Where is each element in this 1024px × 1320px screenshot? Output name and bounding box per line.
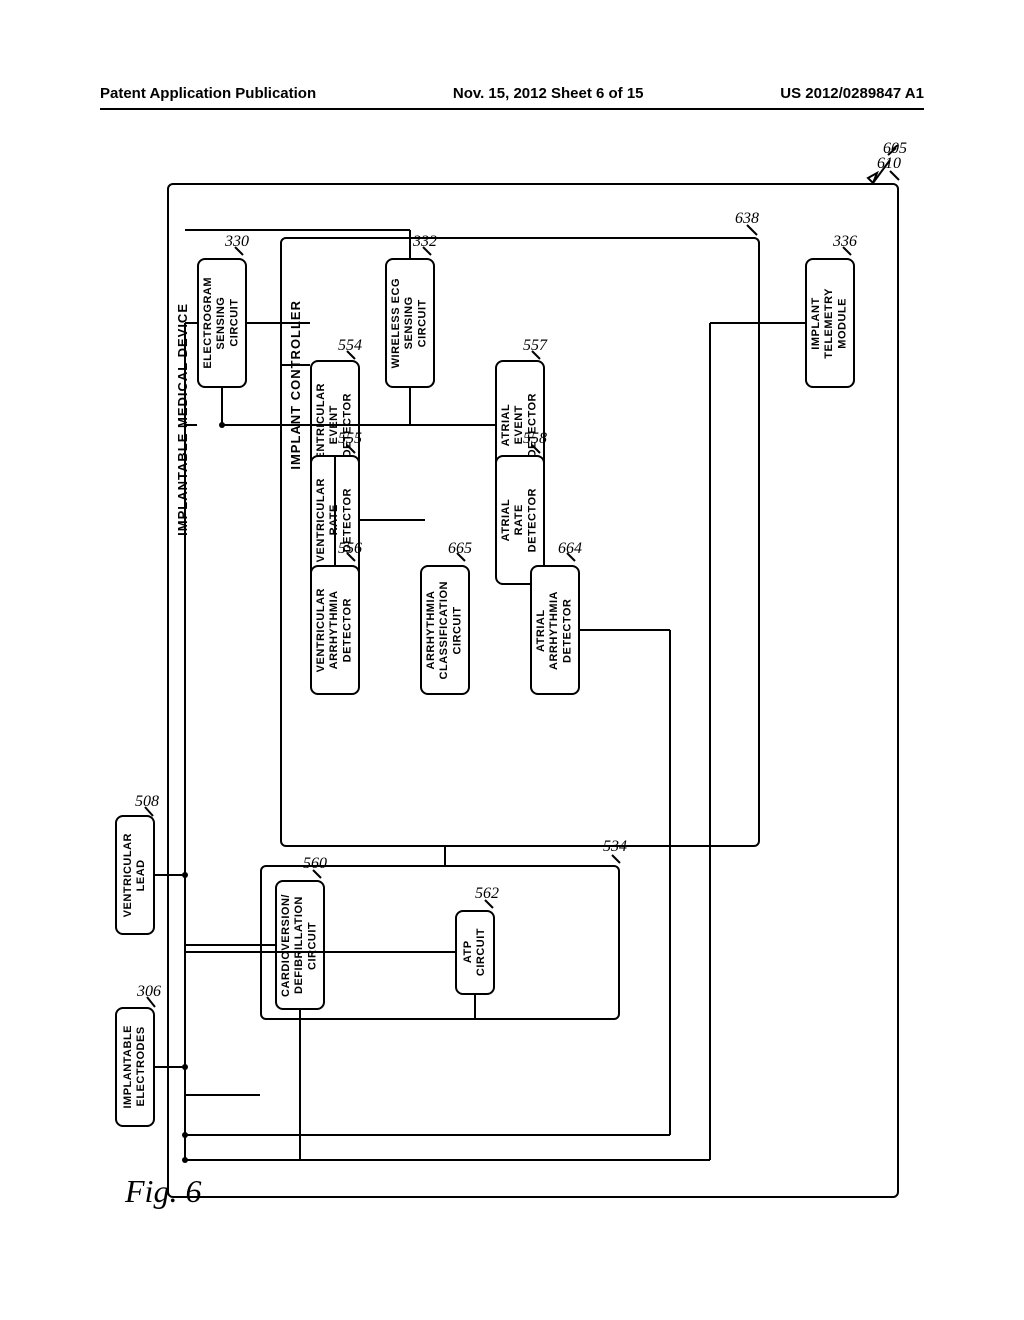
label-atrial-rate: ATRIALRATEDETECTOR [500,488,540,552]
label-electrogram-sensing: ELECTROGRAMSENSINGCIRCUIT [202,277,242,369]
ref-638: 638 [735,210,759,228]
block-diagram: 605 IMPLANTABLE MEDICAL DEVICE 610 IMPLA… [115,145,905,1205]
ref-306: 306 [137,983,161,1001]
header-left: Patent Application Publication [100,85,316,102]
patent-header: Patent Application Publication Nov. 15, … [0,85,1024,102]
label-arrhythmia-classification: ARRHYTHMIACLASSIFICATIONCIRCUIT [425,581,465,679]
ref-336: 336 [833,233,857,251]
box-wireless-ecg: WIRELESS ECGSENSINGCIRCUIT [385,258,435,388]
box-electrogram-sensing: ELECTROGRAMSENSINGCIRCUIT [197,258,247,388]
ref-330: 330 [225,233,249,251]
box-ventricular-arrhythmia: VENTRICULARARRHYTHMIADETECTOR [310,565,360,695]
box-implantable-electrodes: IMPLANTABLEELECTRODES [115,1007,155,1127]
box-arrhythmia-classification: ARRHYTHMIACLASSIFICATIONCIRCUIT [420,565,470,695]
label-cardioversion: CARDIOVERSION/DEFIBRILLATIONCIRCUIT [280,894,320,997]
figure-label: Fig. 6 [125,1173,201,1210]
ref-562: 562 [475,885,499,903]
controller-title: IMPLANT CONTROLLER [288,300,303,470]
label-atp-circuit: ATPCIRCUIT [462,928,488,976]
ref-560: 560 [303,855,327,873]
ref-508: 508 [135,793,159,811]
label-ventricular-lead: VENTRICULARLEAD [122,833,148,917]
ref-534: 534 [603,838,627,856]
box-cardioversion: CARDIOVERSION/DEFIBRILLATIONCIRCUIT [275,880,325,1010]
ref-555: 555 [338,430,362,448]
header-divider [100,108,924,110]
label-implantable-electrodes: IMPLANTABLEELECTRODES [122,1025,148,1109]
ref-557: 557 [523,337,547,355]
label-atrial-arrhythmia: ATRIALARRHYTHMIADETECTOR [535,591,575,670]
header-right: US 2012/0289847 A1 [780,85,924,102]
label-wireless-ecg: WIRELESS ECGSENSINGCIRCUIT [390,278,430,368]
label-ventricular-arrhythmia: VENTRICULARARRHYTHMIADETECTOR [315,588,355,672]
ref-558: 558 [523,430,547,448]
box-atrial-arrhythmia: ATRIALARRHYTHMIADETECTOR [530,565,580,695]
ref-332: 332 [413,233,437,251]
ref-665: 665 [448,540,472,558]
label-implant-telemetry: IMPLANTTELEMETRYMODULE [810,288,850,359]
ref-664: 664 [558,540,582,558]
box-ventricular-lead: VENTRICULARLEAD [115,815,155,935]
ref-610: 610 [877,155,901,173]
box-implant-telemetry: IMPLANTTELEMETRYMODULE [805,258,855,388]
ref-556: 556 [338,540,362,558]
box-atp-circuit: ATPCIRCUIT [455,910,495,995]
header-center: Nov. 15, 2012 Sheet 6 of 15 [453,85,644,102]
device-title: IMPLANTABLE MEDICAL DEVICE [175,303,190,536]
ref-554: 554 [338,337,362,355]
